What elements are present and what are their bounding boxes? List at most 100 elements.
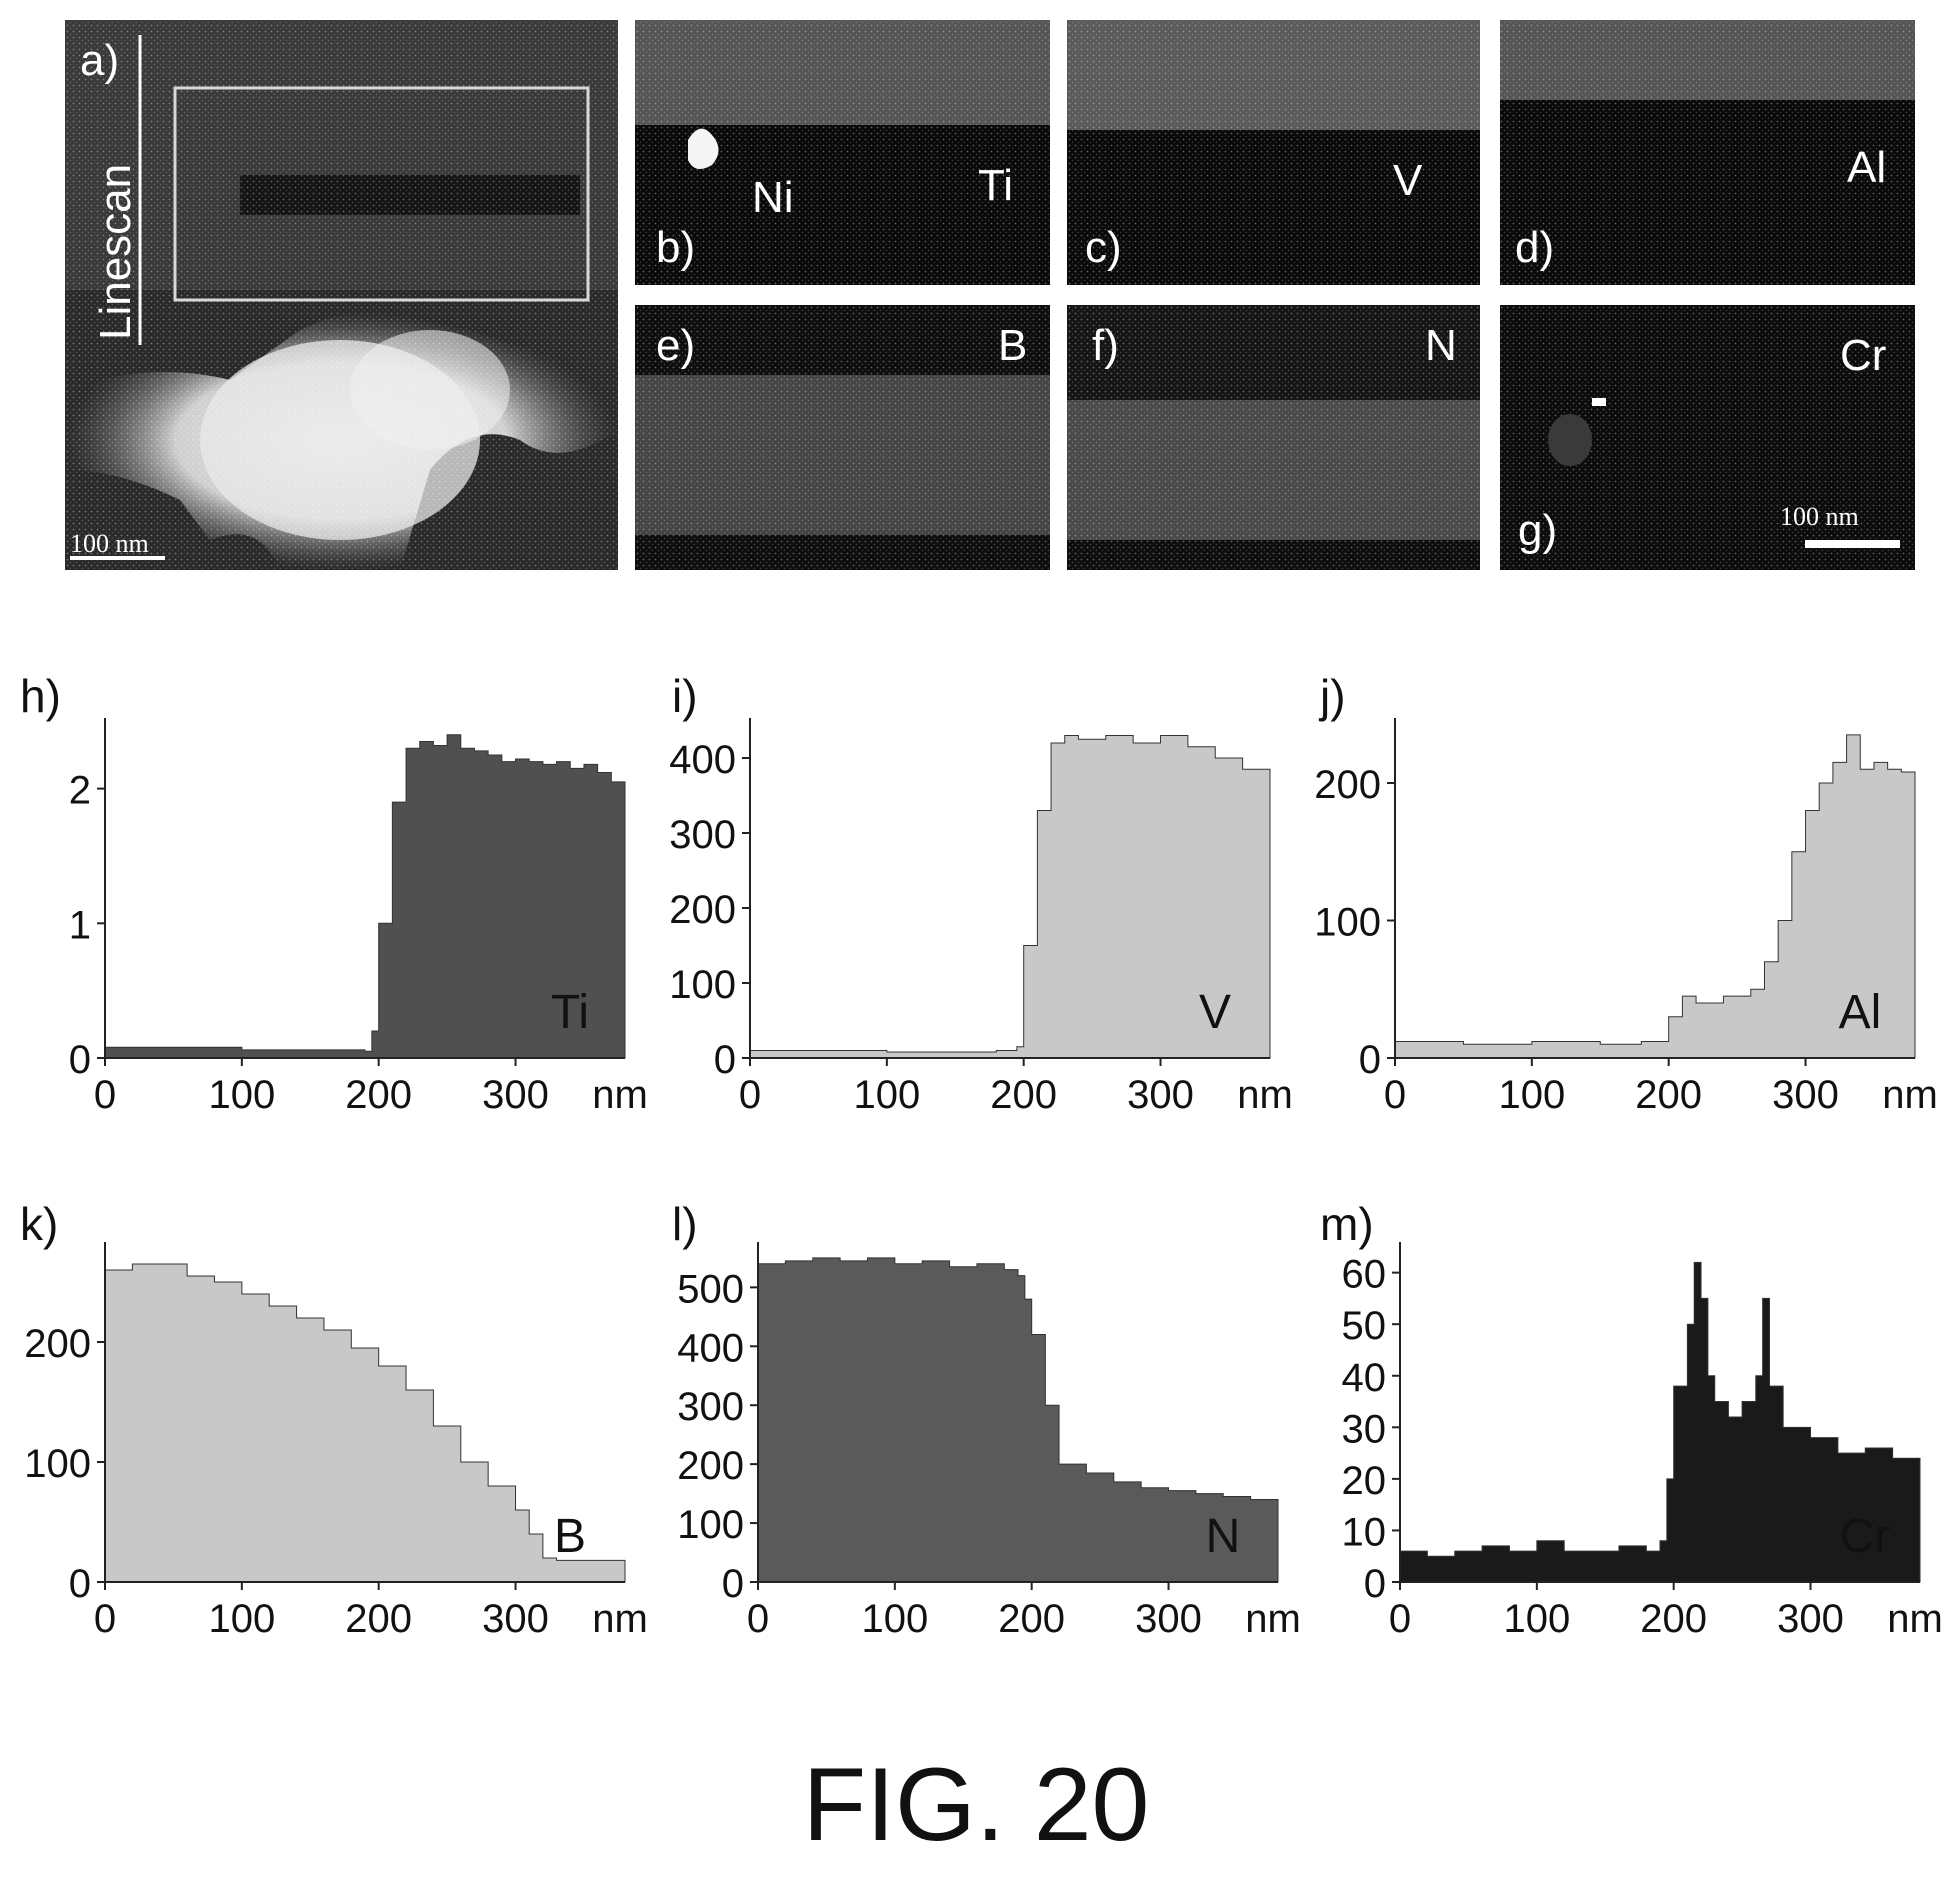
chart-panel-label: l) bbox=[672, 1198, 698, 1250]
linescan-area-n bbox=[757, 1257, 1279, 1583]
y-tick-label: 0 bbox=[69, 1562, 91, 1606]
chart-panel-label: i) bbox=[672, 670, 698, 722]
series-label: N bbox=[1206, 1510, 1241, 1563]
y-tick-label: 300 bbox=[677, 1385, 744, 1429]
x-tick-label: 300 bbox=[1135, 1597, 1202, 1641]
y-tick-label: 10 bbox=[1342, 1510, 1387, 1554]
x-tick-label: 300 bbox=[1772, 1073, 1839, 1117]
y-tick-label: 60 bbox=[1342, 1253, 1387, 1297]
x-unit-label: nm bbox=[592, 1073, 648, 1117]
panel-label-e: e) bbox=[656, 321, 695, 370]
y-tick-label: 30 bbox=[1342, 1407, 1387, 1451]
y-tick-label: 2 bbox=[69, 769, 91, 813]
x-tick-label: 0 bbox=[94, 1597, 116, 1641]
x-tick-label: 100 bbox=[208, 1597, 275, 1641]
series-label: Ti bbox=[551, 986, 589, 1039]
chart-panel-label: h) bbox=[20, 670, 61, 722]
panel-label-b: b) bbox=[656, 223, 695, 272]
y-tick-label: 1 bbox=[69, 903, 91, 947]
x-unit-label: nm bbox=[1245, 1597, 1301, 1641]
y-tick-label: 0 bbox=[69, 1038, 91, 1082]
x-tick-label: 0 bbox=[739, 1073, 761, 1117]
x-tick-label: 0 bbox=[1389, 1597, 1411, 1641]
x-unit-label: nm bbox=[1237, 1073, 1293, 1117]
series-label: V bbox=[1199, 986, 1231, 1039]
series-label: Al bbox=[1839, 986, 1882, 1039]
y-tick-label: 20 bbox=[1342, 1459, 1387, 1503]
y-tick-label: 200 bbox=[1314, 763, 1381, 807]
linescan-area-cr bbox=[1399, 1261, 1921, 1583]
element-label-b: B bbox=[998, 321, 1027, 370]
x-tick-label: 200 bbox=[998, 1597, 1065, 1641]
x-tick-label: 200 bbox=[1640, 1597, 1707, 1641]
linescan-roi-box bbox=[173, 86, 590, 302]
scale-bar-label-a: 100 nm bbox=[70, 529, 149, 558]
panel-label-c: c) bbox=[1085, 223, 1122, 272]
y-tick-label: 200 bbox=[24, 1322, 91, 1366]
chart-n: l) 0 100 200 300 400 500 0 100 200 300 nmN bbox=[672, 1198, 1301, 1641]
map-panel-b: Ni Ti b) bbox=[635, 20, 1050, 285]
figure-label: FIG. 20 bbox=[803, 1747, 1150, 1863]
y-tick-label: 200 bbox=[669, 888, 736, 932]
scale-bar-label-g: 100 nm bbox=[1780, 502, 1859, 531]
x-tick-label: 0 bbox=[1384, 1073, 1406, 1117]
y-tick-label: 100 bbox=[677, 1503, 744, 1547]
x-tick-label: 100 bbox=[1498, 1073, 1565, 1117]
element-label-v: V bbox=[1393, 156, 1423, 205]
element-label-n: N bbox=[1425, 321, 1457, 370]
panel-label-g: g) bbox=[1518, 506, 1557, 555]
element-label-al: Al bbox=[1847, 143, 1886, 192]
panel-label-a: a) bbox=[80, 36, 119, 85]
cr-hotspot bbox=[1592, 398, 1606, 406]
y-tick-label: 400 bbox=[669, 738, 736, 782]
ni-particle bbox=[688, 128, 719, 169]
chart-panel-label: j) bbox=[1318, 670, 1346, 722]
linescan-area-v bbox=[749, 735, 1271, 1059]
map-panel-e: B e) bbox=[635, 305, 1050, 570]
y-tick-label: 40 bbox=[1342, 1356, 1387, 1400]
map-panel-g: Cr g) 100 nm bbox=[1500, 305, 1915, 570]
x-unit-label: nm bbox=[1887, 1597, 1943, 1641]
y-tick-label: 300 bbox=[669, 813, 736, 857]
series-label: Cr bbox=[1840, 1510, 1891, 1563]
chart-panel-label: k) bbox=[20, 1198, 58, 1250]
map-panel-c: V c) bbox=[1067, 20, 1480, 285]
x-tick-label: 0 bbox=[747, 1597, 769, 1641]
scale-bar-a bbox=[70, 556, 165, 560]
x-tick-label: 300 bbox=[482, 1597, 549, 1641]
y-tick-label: 50 bbox=[1342, 1304, 1387, 1348]
linescan-label: Linescan bbox=[91, 164, 140, 340]
series-label: B bbox=[554, 1510, 586, 1563]
x-tick-label: 300 bbox=[1777, 1597, 1844, 1641]
x-tick-label: 100 bbox=[1503, 1597, 1570, 1641]
y-tick-label: 500 bbox=[677, 1267, 744, 1311]
x-tick-label: 300 bbox=[482, 1073, 549, 1117]
y-tick-label: 0 bbox=[1364, 1562, 1386, 1606]
x-unit-label: nm bbox=[1882, 1073, 1938, 1117]
linescan-area-b bbox=[104, 1263, 626, 1583]
x-unit-label: nm bbox=[592, 1597, 648, 1641]
element-label-ni: Ni bbox=[752, 173, 794, 222]
chart-v: i) 0 100 200 300 400 0 100 200 300 nmV bbox=[669, 670, 1293, 1117]
x-tick-label: 200 bbox=[345, 1597, 412, 1641]
element-label-ti: Ti bbox=[978, 161, 1013, 210]
map-panel-a: Linescan a) 100 nm bbox=[65, 20, 618, 570]
panel-label-d: d) bbox=[1515, 223, 1554, 272]
chart-panel-label: m) bbox=[1320, 1198, 1374, 1250]
x-tick-label: 100 bbox=[853, 1073, 920, 1117]
y-tick-label: 0 bbox=[1359, 1038, 1381, 1082]
scale-bar-g bbox=[1805, 540, 1900, 548]
x-tick-label: 0 bbox=[94, 1073, 116, 1117]
linescan-area-ti bbox=[104, 734, 626, 1059]
y-tick-label: 400 bbox=[677, 1326, 744, 1370]
map-panel-d: Al d) bbox=[1500, 20, 1915, 285]
panel-label-f: f) bbox=[1092, 321, 1119, 370]
element-label-cr: Cr bbox=[1840, 331, 1886, 380]
y-tick-label: 0 bbox=[722, 1562, 744, 1606]
y-tick-label: 100 bbox=[24, 1442, 91, 1486]
